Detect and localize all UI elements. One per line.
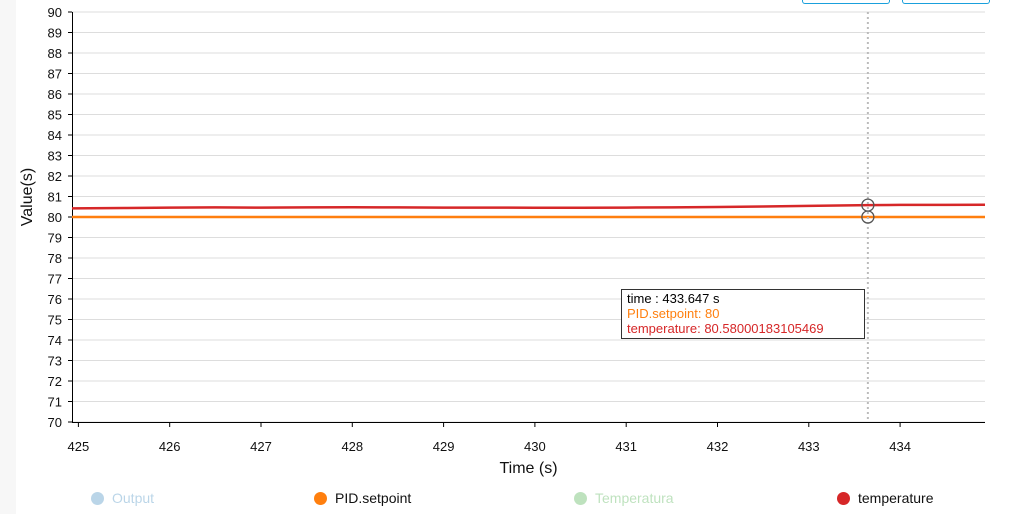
legend-label-temperatura: Temperatura — [595, 490, 674, 506]
y-tick-label: 74 — [48, 333, 62, 348]
y-tick-label: 77 — [48, 272, 62, 287]
x-tick-label: 433 — [798, 439, 820, 454]
legend-item-temperature[interactable]: temperature — [837, 490, 933, 506]
hover-tooltip: time : 433.647 s PID.setpoint: 80 temper… — [621, 289, 865, 339]
y-tick-label: 76 — [48, 292, 62, 307]
y-tick-label: 90 — [48, 5, 62, 20]
y-tick-label: 81 — [48, 190, 62, 205]
legend-dot-icon — [91, 491, 104, 505]
x-tick-label: 432 — [707, 439, 729, 454]
tooltip-temperature: temperature: 80.58000183105469 — [627, 321, 824, 336]
y-tick-label: 85 — [48, 108, 62, 123]
series-layer — [71, 203, 986, 219]
chart-panel — [16, 0, 1010, 514]
x-tick-label: 429 — [433, 439, 455, 454]
x-tick-label: 430 — [524, 439, 546, 454]
legend-item-temperatura[interactable]: Temperatura — [574, 490, 674, 506]
series-line-temperature — [71, 203, 986, 210]
y-tick-label: 87 — [48, 67, 62, 82]
tooltip-setpoint: PID.setpoint: 80 — [627, 306, 720, 321]
x-tick-label: 431 — [615, 439, 637, 454]
legend-label-temperature: temperature — [858, 490, 934, 506]
y-tick-label: 80 — [48, 210, 62, 225]
y-tick-label: 83 — [48, 149, 62, 164]
legend: Output PID.setpoint Temperatura temperat… — [0, 490, 1010, 510]
y-axis-label: Value(s) — [19, 168, 36, 226]
x-tick-label: 428 — [341, 439, 363, 454]
toolbar-button-right[interactable] — [902, 0, 990, 4]
legend-item-output[interactable]: Output — [91, 490, 154, 506]
hover-points — [861, 198, 875, 224]
y-tick-label: 89 — [48, 26, 62, 41]
x-tick-label: 425 — [68, 439, 90, 454]
x-tick-labels: 425 426 427 428 429 430 431 432 433 434 — [68, 439, 911, 454]
legend-dot-icon — [837, 491, 850, 505]
hover-point-marker — [861, 198, 875, 212]
y-tick-labels: 70 71 72 73 74 75 76 77 78 79 80 81 82 83 84 85 86 87 88 89… — [48, 5, 62, 430]
y-tick-label: 84 — [48, 128, 62, 143]
tooltip-time: time : 433.647 s — [627, 291, 720, 306]
y-tick-label: 86 — [48, 87, 62, 102]
legend-dot-icon — [574, 491, 587, 505]
y-tick-label: 72 — [48, 374, 62, 389]
y-tick-label: 70 — [48, 415, 62, 430]
legend-dot-icon — [314, 491, 327, 505]
toolbar-button-left[interactable] — [802, 0, 890, 4]
y-tick-label: 71 — [48, 395, 62, 410]
legend-label-output: Output — [112, 490, 155, 506]
y-tick-label: 88 — [48, 46, 62, 61]
y-tick-label: 73 — [48, 354, 62, 369]
x-axis-label: Time (s) — [499, 460, 557, 477]
x-tick-label: 426 — [159, 439, 181, 454]
y-tick-label: 75 — [48, 313, 62, 328]
x-tick-label: 427 — [250, 439, 272, 454]
y-tick-label: 82 — [48, 169, 62, 184]
legend-item-setpoint[interactable]: PID.setpoint — [314, 490, 411, 506]
legend-label-setpoint: PID.setpoint — [335, 490, 412, 506]
y-tick-label: 78 — [48, 251, 62, 266]
y-tick-label: 79 — [48, 231, 62, 246]
x-tick-label: 434 — [889, 439, 911, 454]
